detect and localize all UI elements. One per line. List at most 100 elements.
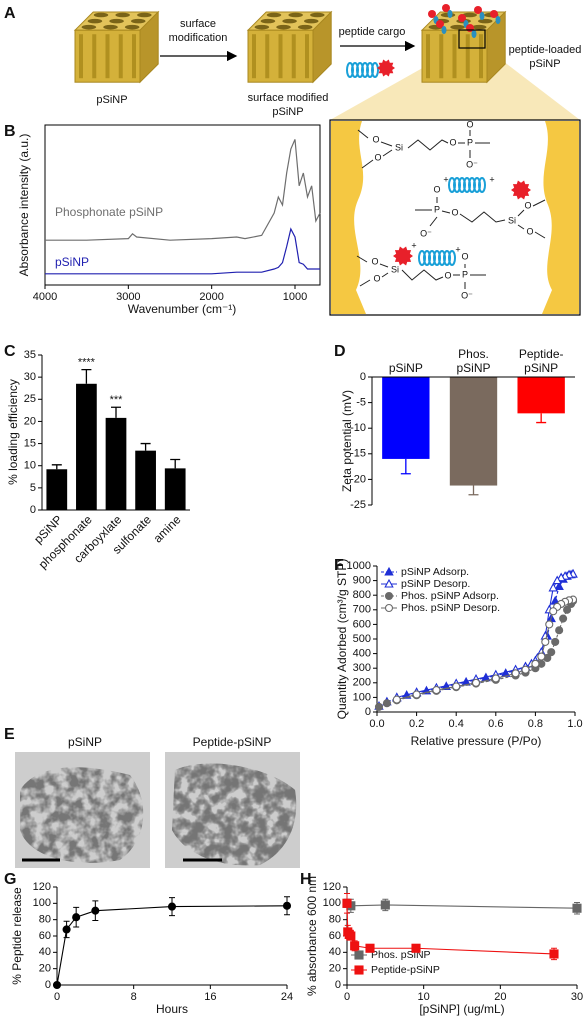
atom-label: O⁻: [466, 159, 478, 169]
x-tick-label: 24: [281, 991, 293, 1003]
pore-wall: [331, 121, 366, 314]
y-tick-label: -5: [356, 397, 366, 409]
y-tick-label: 20: [24, 415, 36, 427]
data-point: [432, 686, 441, 695]
cargo: [393, 246, 413, 266]
pore: [254, 24, 270, 30]
y-tick-label: 900: [353, 575, 371, 587]
y-tick-label: 0: [45, 979, 51, 991]
bond: [415, 197, 546, 239]
zoom-fan: [330, 48, 580, 120]
pore: [471, 24, 487, 30]
pore: [266, 12, 282, 18]
pore: [109, 18, 124, 24]
data-point: [547, 648, 556, 657]
x-tick-label: 8: [131, 991, 137, 1003]
y-tick-label: 400: [353, 648, 371, 660]
zoom-box: [458, 29, 486, 49]
atom-label: +: [489, 174, 494, 184]
data-point: [412, 690, 421, 699]
x-axis-title: Relative pressure (P/Po): [411, 734, 542, 748]
bond: [357, 129, 490, 169]
atom-label: O: [371, 256, 378, 266]
plot-frame: [44, 124, 321, 286]
pore: [450, 24, 465, 30]
inset-box: [329, 119, 581, 316]
data-point: [559, 614, 568, 623]
atom-label: +: [443, 174, 448, 184]
particle-label: surface modified: [248, 92, 329, 104]
x-tick-label: 20: [494, 991, 506, 1003]
bar: [46, 469, 68, 510]
data-line: [45, 227, 320, 275]
panel-label: F: [334, 557, 344, 574]
pore: [297, 24, 313, 30]
pore: [81, 24, 97, 30]
y-tick-label: 200: [353, 677, 371, 689]
x-tick-label: 0: [54, 991, 60, 1003]
y-tick-label: 100: [353, 691, 371, 703]
y-tick-label: -10: [350, 422, 366, 434]
error-bar: [400, 458, 411, 475]
data-point: [62, 925, 71, 934]
data-point: [282, 901, 292, 910]
y-tick-label: 0: [30, 504, 36, 516]
x-tick-label: 0.2: [409, 718, 424, 730]
atom-label: O: [372, 134, 379, 144]
pore: [462, 12, 477, 18]
x-tick-label: 3000: [116, 291, 140, 303]
y-axis-title: Quantity Adorbed (cm³/g STP): [335, 559, 349, 720]
micrograph-particle: [172, 763, 297, 866]
pore: [87, 18, 103, 24]
pore: [93, 12, 109, 18]
y-tick-label: 10: [24, 460, 36, 472]
y-tick-label: 700: [353, 604, 371, 616]
data-point: [91, 906, 100, 915]
data-point: [541, 637, 550, 646]
bar: [105, 417, 127, 510]
atom-label: Si: [391, 264, 399, 274]
y-tick-label: 500: [353, 633, 371, 645]
pore: [124, 24, 140, 30]
pore: [260, 18, 276, 24]
legend-marker: [354, 965, 364, 975]
atom-label: O⁻: [420, 228, 432, 238]
data-point: [167, 902, 177, 911]
y-tick-label: 40: [39, 946, 51, 958]
data-point: [555, 626, 564, 635]
pore: [288, 12, 303, 18]
data-point: [72, 913, 81, 922]
pore: [131, 18, 146, 24]
data-line: [396, 599, 574, 701]
particle-label: pSiNP: [272, 106, 303, 118]
category-label: pSiNP: [456, 361, 490, 375]
data-point: [548, 582, 558, 592]
y-axis-title: Zeta potential (mV): [340, 390, 354, 492]
atom-label: P: [467, 137, 473, 147]
cargo: [474, 6, 482, 14]
x-tick-label: 1000: [283, 291, 307, 303]
atom-label: O⁻: [461, 290, 473, 300]
y-tick-label: 120: [33, 881, 51, 893]
data-point: [342, 898, 352, 908]
error-bar: [51, 464, 62, 470]
y-tick-label: 1000: [347, 560, 371, 572]
data-point: [365, 943, 375, 953]
x-tick-label: 1.0: [567, 718, 582, 730]
cargo: [458, 14, 466, 22]
atom-label: O: [461, 251, 468, 261]
data-point: [350, 941, 360, 951]
cargo: [377, 59, 395, 77]
data-point: [382, 699, 391, 708]
error-bar: [81, 368, 92, 384]
micrograph-particle: [20, 767, 144, 863]
atom-label: +: [455, 244, 460, 254]
panel-label: A: [4, 5, 16, 22]
x-axis-title: Hours: [156, 1002, 188, 1016]
particle-label: peptide-loaded: [509, 44, 582, 56]
series-label: Phosphonate pSiNP: [55, 205, 163, 219]
data-point: [521, 665, 530, 674]
data-point: [545, 620, 554, 629]
error-bar: [468, 485, 479, 496]
